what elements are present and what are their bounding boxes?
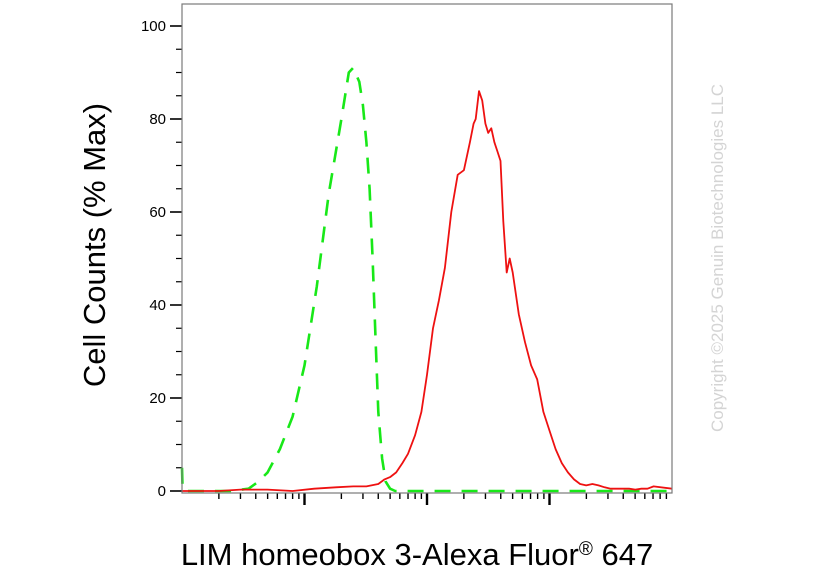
y-tick-label: 80 xyxy=(149,111,166,128)
x-axis-title-suffix: 647 xyxy=(593,537,653,572)
y-axis-title: Cell Counts (% Max) xyxy=(77,103,112,387)
y-tick-label: 0 xyxy=(158,483,166,500)
x-axis-title-text: LIM homeobox 3-Alexa Fluor xyxy=(181,537,579,572)
y-tick-label: 40 xyxy=(149,297,166,314)
series-layer xyxy=(180,66,673,493)
y-axis-tick-labels: 0 20 40 60 80 100 xyxy=(141,18,166,500)
y-axis-minor-ticks xyxy=(176,48,182,469)
y-axis-major-ticks xyxy=(170,25,182,492)
y-tick-label: 100 xyxy=(141,18,166,35)
series-line-solid xyxy=(182,90,673,492)
y-tick-label: 20 xyxy=(149,390,166,407)
x-axis-title: LIM homeobox 3-Alexa Fluor® 647 xyxy=(181,537,653,572)
copyright-watermark: Copyright ©2025 Genuin Biotechnologies L… xyxy=(708,84,727,432)
series-line-dashed xyxy=(180,66,672,493)
x-axis-title-registered-mark: ® xyxy=(579,539,593,560)
plot-frame xyxy=(181,3,673,494)
y-tick-label: 60 xyxy=(149,204,166,221)
x-axis-ticks xyxy=(218,493,668,505)
